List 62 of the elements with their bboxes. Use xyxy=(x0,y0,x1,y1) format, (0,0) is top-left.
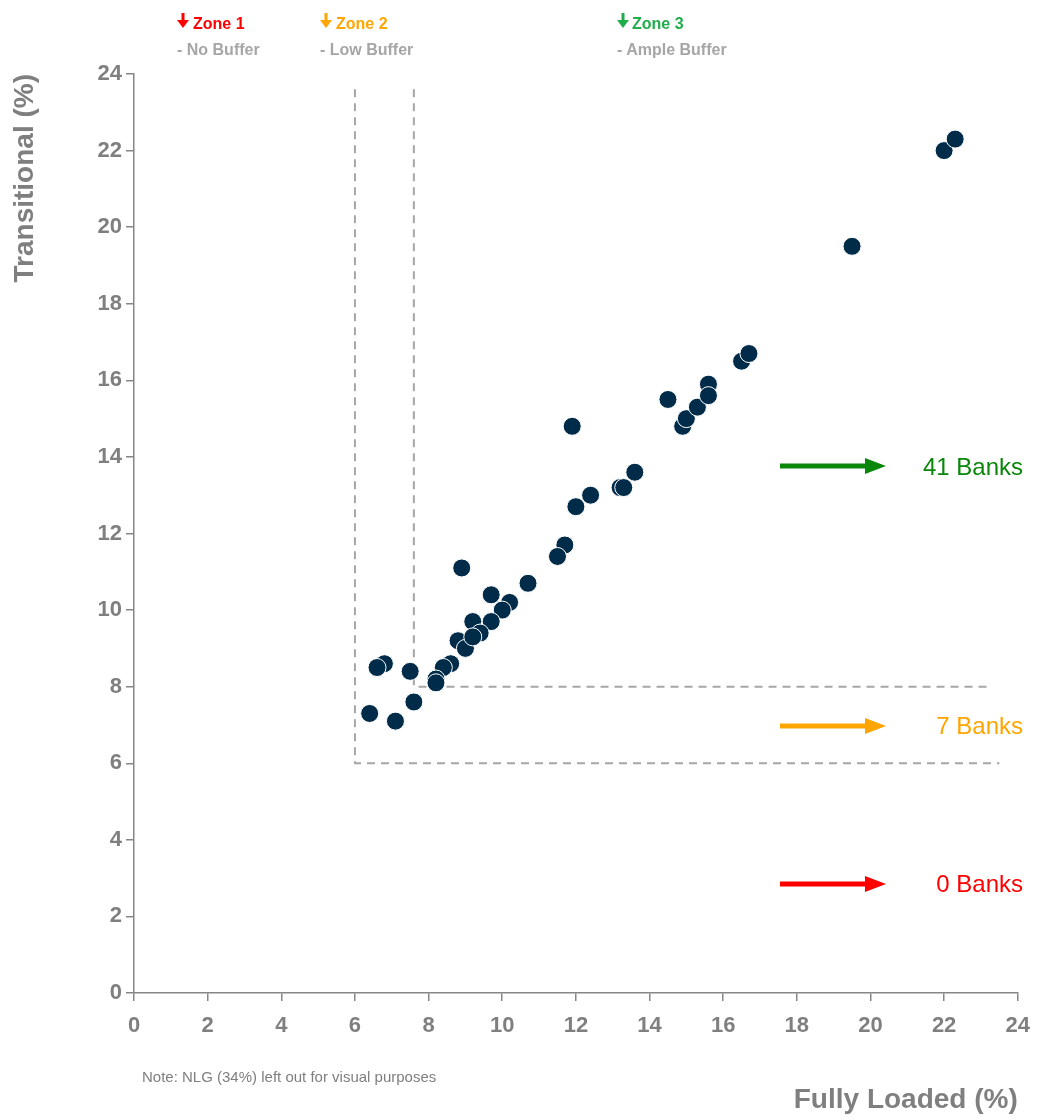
text: Zone 2 xyxy=(336,14,388,34)
point xyxy=(658,389,678,409)
y-tick-label: 2 xyxy=(109,902,122,928)
x-tick-label: 24 xyxy=(1005,1012,1031,1038)
y-tick-label: 4 xyxy=(109,825,123,851)
x-tick-label: 18 xyxy=(784,1012,810,1038)
x-tick-label: 0 xyxy=(127,1012,141,1038)
y-tick-label: 8 xyxy=(109,672,122,698)
annotation: 7 Banks xyxy=(936,712,1023,741)
x-tick-label: 22 xyxy=(931,1012,957,1038)
point xyxy=(492,600,512,620)
point xyxy=(676,409,696,429)
y-tick-label: 18 xyxy=(97,289,122,315)
x-tick-label: 8 xyxy=(422,1012,435,1038)
y-tick-label: 24 xyxy=(97,60,123,86)
point xyxy=(566,497,586,517)
point xyxy=(518,573,538,593)
annotation: 0 Banks xyxy=(936,870,1023,899)
point xyxy=(452,558,472,578)
x-tick-label: 6 xyxy=(348,1012,362,1038)
point xyxy=(404,692,424,712)
point xyxy=(945,129,965,149)
point xyxy=(400,661,420,681)
x-tick-label: 10 xyxy=(489,1012,515,1038)
point xyxy=(547,546,567,566)
x-tick-label: 14 xyxy=(637,1012,663,1038)
point xyxy=(687,397,707,417)
point xyxy=(625,462,645,482)
y-tick-label: 14 xyxy=(97,442,123,468)
y-tick-label: 12 xyxy=(97,519,122,545)
point xyxy=(367,658,387,678)
x-tick-label: 12 xyxy=(563,1012,589,1038)
point xyxy=(481,612,501,632)
y-tick-label: 22 xyxy=(97,136,122,162)
point xyxy=(739,344,759,364)
text: - No Buffer xyxy=(177,40,260,60)
y-tick-label: 20 xyxy=(97,213,122,239)
y-axis-title: Transitional (%) xyxy=(7,74,39,283)
text: Zone 3 xyxy=(632,14,684,34)
text: - Ample Buffer xyxy=(617,40,727,60)
point xyxy=(581,485,601,505)
y-tick-label: 16 xyxy=(97,366,122,392)
point xyxy=(481,585,501,605)
x-axis-title: Fully Loaded (%) xyxy=(793,1082,1018,1114)
point xyxy=(463,627,483,647)
x-tick-label: 16 xyxy=(710,1012,736,1038)
text: - Low Buffer xyxy=(320,40,414,60)
point xyxy=(934,141,954,161)
annotation: 41 Banks xyxy=(922,453,1023,482)
point xyxy=(842,236,862,256)
text: Zone 1 xyxy=(193,14,245,34)
y-tick-label: 0 xyxy=(109,979,122,1005)
point xyxy=(385,711,405,731)
point xyxy=(360,703,380,723)
point xyxy=(562,416,582,436)
text: Note: NLG (34%) left out for visual purposes xyxy=(142,1068,437,1086)
point xyxy=(698,386,718,406)
x-tick-label: 2 xyxy=(201,1012,214,1038)
y-tick-label: 6 xyxy=(109,749,122,775)
y-tick-label: 10 xyxy=(97,596,122,622)
x-tick-label: 20 xyxy=(858,1012,883,1038)
x-tick-label: 4 xyxy=(275,1012,289,1038)
